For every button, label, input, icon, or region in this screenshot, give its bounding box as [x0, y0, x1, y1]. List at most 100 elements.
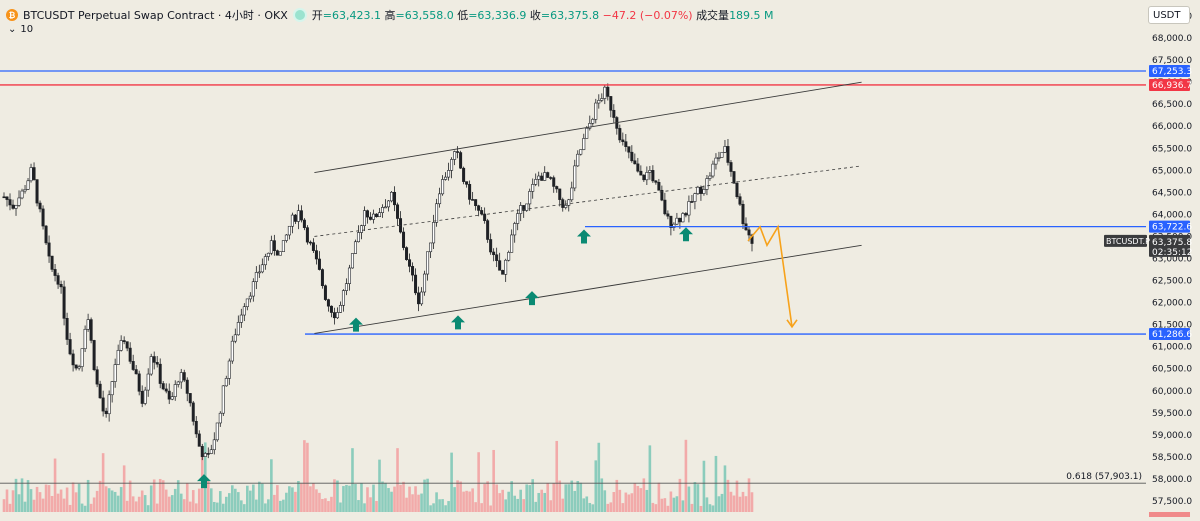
candle-body [260, 264, 264, 273]
volume-bar [110, 490, 114, 512]
candle-body [675, 217, 679, 225]
candle-body [693, 193, 697, 202]
volume-bar [149, 485, 153, 512]
currency-select[interactable]: USDT [1148, 6, 1190, 24]
candle-body [525, 203, 529, 211]
candle-body [254, 272, 258, 282]
volume-bar [555, 440, 559, 512]
candle-body [203, 453, 207, 457]
candle-body [83, 328, 87, 350]
volume-bar [140, 490, 144, 512]
volume-bar [185, 483, 189, 512]
volume-bar [678, 478, 682, 512]
price-tick-label: 60,500.0 [1152, 365, 1192, 375]
candle-body [176, 381, 180, 385]
candle-body [723, 146, 727, 153]
candle-body [188, 393, 192, 404]
volume-bar [98, 480, 102, 512]
candle-body [215, 422, 219, 441]
close-value: =63,375.8 [540, 9, 600, 22]
candle-body [101, 397, 105, 412]
volume-bar [687, 486, 691, 512]
candle-body [414, 274, 418, 294]
candle-body [20, 190, 24, 199]
candle-body [564, 205, 568, 208]
volume-bar [627, 494, 631, 512]
price-level-tag [1149, 64, 1190, 77]
volume-bar [20, 478, 24, 512]
candle-body [17, 197, 21, 206]
volume-bar [348, 485, 351, 512]
candle-body [350, 253, 354, 269]
volume-bar [294, 491, 297, 512]
volume-bar [654, 504, 658, 512]
candle-body [666, 213, 670, 217]
volume-bar [483, 483, 486, 512]
candle-body [92, 340, 96, 371]
volume-bar [597, 442, 601, 512]
volume-bar [651, 502, 655, 512]
candle-body [495, 254, 499, 261]
volume-bar [83, 505, 87, 512]
volume-bar [561, 498, 565, 512]
volume-bar [375, 500, 378, 512]
candle-body [71, 353, 75, 366]
candle-body [537, 175, 541, 180]
volume-bar [339, 502, 342, 512]
candle-body [516, 213, 520, 224]
volume-bar [228, 493, 231, 512]
volume-bar [351, 448, 354, 512]
candle-body [732, 171, 736, 184]
candle-body [191, 402, 195, 422]
symbol-title[interactable]: BTCUSDT Perpetual Swap Contract · 4小时 · … [23, 9, 288, 22]
volume-bar [5, 489, 9, 512]
candle-body [705, 178, 709, 190]
volume-bar [615, 479, 619, 512]
candle-body [164, 388, 168, 392]
volume-bar [143, 495, 147, 512]
volume-bar [579, 482, 583, 512]
candle-body [77, 366, 81, 369]
volume-bar [357, 500, 360, 512]
price-level-tag-label: 63,722.6 [1152, 223, 1192, 233]
volume-bar [218, 491, 222, 512]
candle-body [359, 225, 363, 233]
volume-bar [158, 478, 162, 512]
chevron-down-icon[interactable]: ⌄ [8, 24, 17, 35]
support-arrow-icon [349, 317, 363, 332]
volume-bar [291, 487, 294, 512]
bitcoin-icon: ₿ [6, 9, 18, 21]
volume-bar [345, 484, 348, 512]
volume-bar [369, 497, 372, 512]
candle-body [95, 369, 99, 385]
volume-bar [62, 498, 66, 512]
volume-bar [101, 453, 105, 512]
indicator-row[interactable]: ⌄ 10 [8, 24, 33, 35]
volume-bar [444, 505, 447, 512]
volume-bar [453, 487, 456, 512]
candle-body [384, 206, 388, 209]
volume-bar [152, 479, 156, 512]
volume-bar [312, 483, 315, 512]
candle-body [717, 157, 721, 159]
price-axis[interactable]: 68,500.068,000.067,500.067,000.066,500.0… [1104, 0, 1200, 517]
volume-bar [609, 502, 613, 512]
candle-body [137, 373, 141, 392]
candle-body [417, 292, 421, 305]
candle-body [492, 251, 496, 256]
countdown-label: 02:35:12 [1152, 248, 1192, 258]
candle-body [344, 283, 348, 291]
volume-bar [164, 489, 168, 512]
candle-body [74, 364, 78, 369]
volume-bar [8, 503, 12, 512]
volume-bar [194, 503, 198, 512]
candle-body [302, 219, 306, 228]
candle-body [278, 251, 282, 256]
candle-body [549, 177, 553, 179]
candle-body [296, 210, 300, 222]
volume-bar [543, 492, 547, 512]
candle-body [519, 205, 523, 214]
volume-bar [732, 495, 736, 512]
